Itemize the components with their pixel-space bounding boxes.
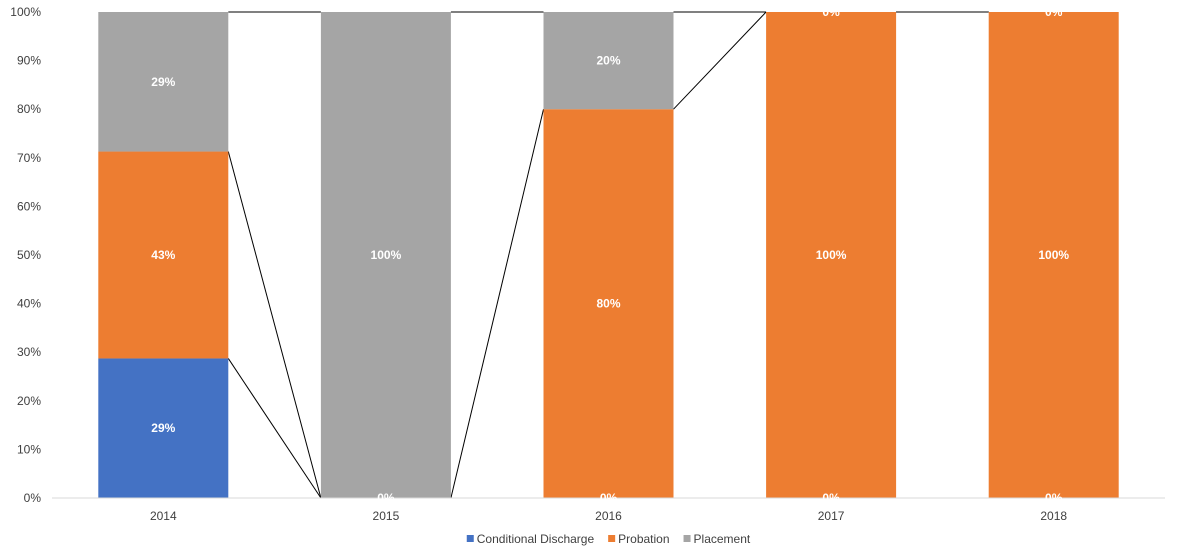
series-line [227, 358, 322, 499]
bar-segment [766, 12, 897, 498]
data-label: 0% [822, 5, 840, 19]
data-label: 0% [600, 491, 618, 505]
bars [98, 12, 1119, 498]
y-tick-label: 70% [17, 151, 41, 165]
y-tick-label: 50% [17, 248, 41, 262]
legend-swatch [466, 535, 474, 542]
series-line [450, 109, 544, 499]
bar-segment [98, 151, 229, 359]
legend-label: Conditional Discharge [477, 532, 595, 546]
data-label: 0% [1045, 491, 1063, 505]
legend-label: Probation [618, 532, 669, 546]
series-connector-lines [227, 11, 989, 499]
legend: Conditional Discharge Probation Placement [466, 532, 751, 546]
y-tick-label: 0% [24, 491, 42, 505]
data-label: 100% [816, 248, 847, 262]
bar-segment [320, 12, 451, 498]
series-line [673, 11, 767, 110]
y-tick-label: 60% [17, 199, 41, 213]
y-tick-label: 80% [17, 102, 41, 116]
data-label: 0% [822, 491, 840, 505]
data-label: 80% [596, 297, 620, 311]
x-tick-label: 2015 [373, 509, 400, 523]
data-label: 29% [151, 421, 175, 435]
data-label: 20% [596, 54, 620, 68]
bar-segment [98, 12, 229, 152]
x-tick-label: 2016 [595, 509, 622, 523]
data-label: 0% [377, 491, 395, 505]
y-tick-label: 100% [10, 5, 41, 19]
y-tick-label: 30% [17, 345, 41, 359]
bar-segment [543, 109, 674, 498]
data-label: 43% [151, 248, 175, 262]
legend-swatch [608, 535, 616, 542]
data-label: 100% [1038, 248, 1069, 262]
x-tick-label: 2014 [150, 509, 177, 523]
x-tick-label: 2018 [1040, 509, 1067, 523]
legend-swatch [683, 535, 691, 542]
y-tick-label: 40% [17, 297, 41, 311]
data-label: 0% [1045, 5, 1063, 19]
bar-segment [543, 12, 674, 110]
y-tick-label: 90% [17, 54, 41, 68]
legend-label: Placement [694, 532, 751, 546]
y-axis-tick-labels: 0% 10% 20% 30% 40% 50% 60% 70% 80% 90% 100% [10, 5, 41, 505]
data-labels: 29% 43% 29% 0% 100% 0% 80% 20% 0% 100% 0% 0% 100% 0% [151, 5, 1069, 505]
y-tick-label: 10% [17, 442, 41, 456]
bar-segment [98, 358, 229, 498]
y-tick-label: 20% [17, 394, 41, 408]
data-label: 100% [371, 248, 402, 262]
x-tick-label: 2017 [818, 509, 845, 523]
x-axis-tick-labels: 2014 2015 2016 2017 2018 [150, 509, 1067, 523]
bar-segment [988, 12, 1119, 498]
series-line [227, 151, 322, 499]
data-label: 29% [151, 75, 175, 89]
